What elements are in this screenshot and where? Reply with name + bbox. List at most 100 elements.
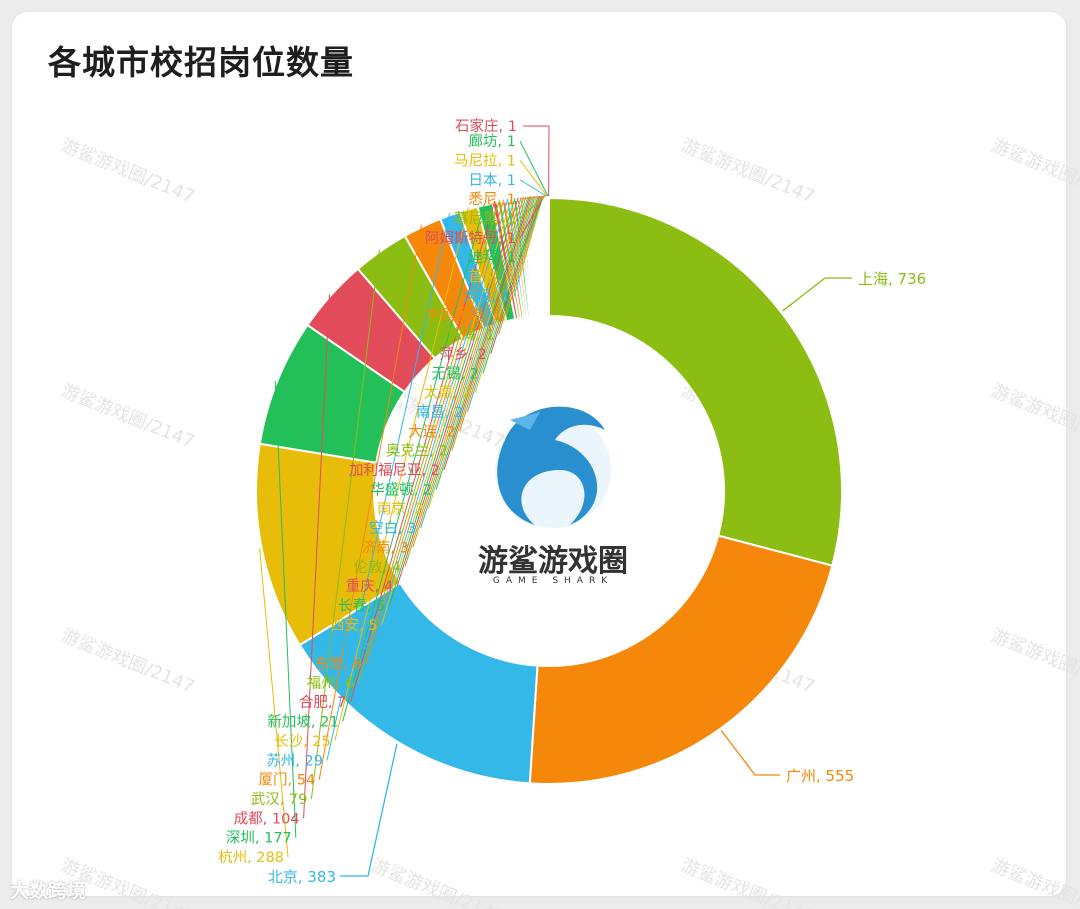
label-马尼拉: 马尼拉, 1 (454, 152, 516, 169)
label-天津: 天津, 5 (322, 636, 369, 653)
label-西安: 西安, 5 (330, 617, 377, 634)
leader-济南 (412, 196, 525, 548)
watermark-text: 游鲨游戏圈/2147 (988, 855, 1080, 909)
watermark-text: 游鲨游戏圈/2147 (988, 625, 1080, 698)
leader-杭州 (259, 548, 289, 858)
slice-广州 (528, 534, 834, 785)
label-武汉: 武汉, 79 (251, 791, 308, 808)
leader-苏州 (326, 213, 450, 761)
label-长春: 长春, 5 (338, 597, 385, 614)
leader-廊坊 (519, 140, 549, 197)
leader-合肥 (349, 200, 496, 703)
leader-新加坡 (342, 202, 486, 722)
leader-石家庄 (523, 125, 550, 197)
watermark-text: 游鲨游戏圈/2147 (678, 135, 817, 208)
label-长沙: 长沙, 25 (274, 733, 331, 750)
leader-北京 (340, 743, 398, 877)
label-阿姆斯特丹: 阿姆斯特丹, 1 (425, 230, 516, 247)
label-华盛顿: 华盛顿, 2 (370, 481, 432, 498)
label-新加坡: 新加坡, 21 (267, 714, 338, 731)
watermark-text: 游鲨游戏圈/2147 (58, 135, 197, 208)
leader-重庆 (396, 197, 519, 587)
leader-成都 (303, 294, 330, 819)
leader-厦门 (318, 224, 422, 780)
label-济南: 济南, 3 (361, 539, 408, 556)
leader-天津 (373, 198, 509, 645)
watermark-text: 游鲨游戏圈/2147 (988, 380, 1080, 453)
label-萍乡: 萍乡, 2 (439, 346, 486, 363)
watermark-text: 游鲨游戏圈/2147 (368, 855, 507, 909)
leader-西安 (381, 198, 512, 625)
leader-阿姆斯特丹 (519, 195, 545, 239)
watermark-text: 游鲨游戏圈/2147 (988, 135, 1080, 208)
label-厦门: 厦门, 54 (259, 772, 316, 789)
leader-奥克兰 (451, 196, 533, 451)
watermark-text: 游鲨游戏圈/2147 (58, 625, 197, 698)
label-中国香港: 中国香港, 1 (426, 307, 502, 324)
label-杭州: 杭州, 288 (218, 849, 284, 866)
label-北京: 北京, 383 (268, 868, 336, 886)
leader-太原 (474, 196, 538, 393)
label-无锡: 无锡, 2 (432, 365, 479, 382)
footer-mark: 大数跨境 (10, 880, 87, 902)
leader-萍乡 (490, 196, 540, 355)
leader-长春 (388, 197, 516, 606)
leader-悉尼 (519, 195, 546, 200)
slice-labels: 上海, 736 广州, 555 北京, 383 杭州, 288 深圳, 177 成都, 1… (218, 117, 926, 886)
chart-title: 各城市校招岗位数量 (48, 43, 354, 82)
label-石家庄: 石家庄, 1 (455, 117, 517, 135)
label-加利福尼亚: 加利福尼亚, 2 (349, 462, 440, 479)
label-日本: 日本, 1 (469, 172, 516, 189)
leader-空白 (420, 196, 527, 529)
leader-福州 (357, 200, 500, 683)
leader-深圳 (274, 381, 297, 838)
label-空白: 空白, 3 (369, 520, 416, 537)
label-悉尼: 悉尼, 1 (469, 191, 516, 208)
leader-珠海 (498, 195, 542, 335)
shark-logo-icon (495, 406, 611, 528)
leader-南昌 (466, 196, 536, 413)
label-大连: 大连, 2 (408, 423, 455, 440)
label-合肥: 合肥, 7 (299, 694, 346, 711)
slice-上海 (548, 196, 843, 567)
leader-华盛顿 (435, 196, 530, 490)
label-太原: 太原, 2 (424, 385, 471, 402)
leader-日本 (519, 179, 547, 197)
leader-长沙 (334, 207, 469, 742)
leader-迪拜 (519, 195, 544, 258)
label-伦敦: 伦敦, 4 (354, 559, 401, 576)
slice-石家庄 (547, 196, 550, 318)
label-大阪: 大阪, 1 (463, 288, 510, 305)
label-南昌: 南昌, 2 (416, 404, 463, 421)
label-奥克兰: 奥克兰, 2 (386, 443, 448, 460)
label-迪拜: 迪拜, 1 (469, 249, 516, 266)
label-深圳: 深圳, 177 (226, 830, 292, 847)
label-上海: 上海, 736 (858, 270, 926, 288)
leader-无锡 (482, 196, 539, 374)
leader-东京 (365, 199, 505, 664)
label-慕尼黑: 慕尼黑, 1 (454, 210, 516, 227)
watermark-text: 游鲨游戏圈/2147 (58, 380, 197, 453)
leader-马尼拉 (519, 160, 548, 197)
label-福州: 福州, 6 (307, 675, 354, 692)
watermark-text: 游鲨游戏圈/2147 (678, 855, 817, 909)
label-南京: 南京, 2 (377, 501, 424, 518)
leader-加利福尼亚 (443, 196, 532, 471)
leader-上海 (782, 277, 852, 312)
label-东京: 东京, 6 (315, 656, 362, 673)
leader-伦敦 (404, 197, 522, 567)
leader-首尔 (519, 195, 544, 277)
leader-lines (259, 125, 852, 877)
leader-慕尼黑 (519, 195, 546, 219)
leader-广州 (720, 730, 780, 776)
leader-武汉 (310, 249, 380, 800)
label-苏州: 苏州, 29 (266, 752, 323, 769)
label-廊坊: 廊坊, 1 (469, 133, 516, 150)
label-成都: 成都, 104 (234, 810, 300, 827)
logo-name: 游鲨游戏圈 (478, 544, 628, 579)
label-首尔: 首尔, 1 (469, 269, 516, 286)
label-重庆: 重庆, 4 (346, 578, 393, 595)
label-广州: 广州, 555 (786, 767, 854, 785)
leader-南京 (427, 196, 529, 509)
